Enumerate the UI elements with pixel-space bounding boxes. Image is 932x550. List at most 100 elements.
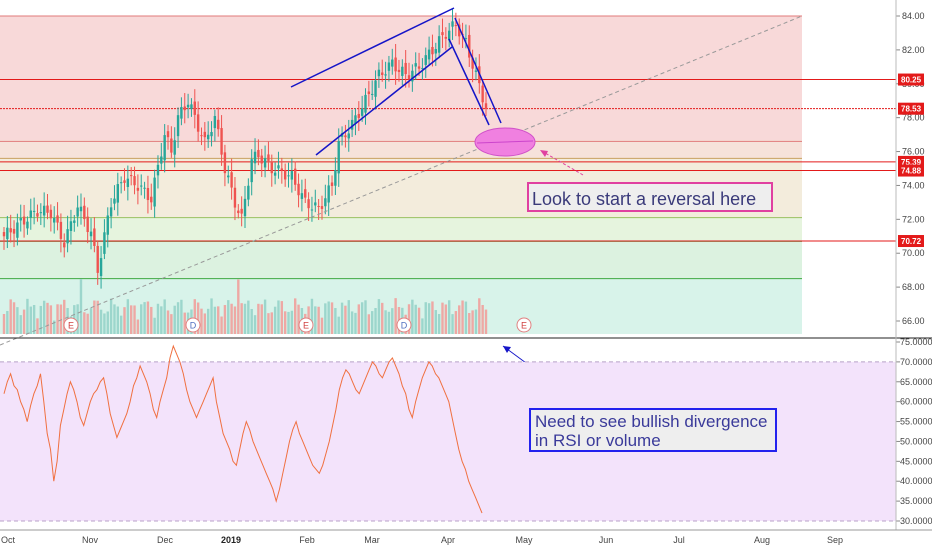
candle-body: [474, 70, 478, 72]
candle-body: [337, 141, 340, 174]
volume-bar: [6, 310, 9, 334]
volume-bar: [314, 306, 317, 334]
candle-body: [367, 91, 371, 95]
candle-body: [6, 227, 9, 240]
candle-body: [220, 128, 223, 155]
time-tick-label: May: [515, 535, 533, 545]
volume-bar: [22, 309, 26, 334]
event-marker: [396, 317, 412, 333]
rsi-tick-label: 65.0000: [900, 377, 932, 387]
volume-bar: [143, 302, 146, 334]
volume-bar: [374, 308, 377, 334]
volume-bar: [156, 303, 160, 334]
candle-body: [32, 210, 36, 212]
volume-bar: [93, 300, 96, 334]
event-marker-label: D: [190, 321, 197, 331]
volume-bar: [210, 298, 213, 334]
volume-bar: [19, 315, 22, 334]
fib-band: [0, 140, 802, 158]
candle-body: [22, 216, 26, 225]
candle-body: [26, 221, 29, 229]
rsi-line: [3, 344, 483, 514]
price-axis: 84.0082.0080.0078.0076.0074.0072.0070.00…: [896, 11, 925, 326]
candle-body: [116, 184, 120, 203]
wedge-line: [448, 38, 490, 126]
candle-body: [364, 94, 367, 113]
time-tick-label: Aug: [754, 535, 770, 545]
volume-bar: [89, 308, 93, 334]
volume-bar: [290, 310, 294, 334]
candle-body: [397, 69, 401, 73]
candle-body: [243, 198, 247, 217]
candle-body: [253, 151, 257, 164]
rsi-tick-label: 55.0000: [900, 417, 932, 427]
volume-bar: [103, 313, 106, 334]
candle-body: [421, 67, 424, 69]
candle-body: [166, 131, 170, 138]
candle-body: [2, 232, 6, 237]
volume-bar: [367, 314, 371, 334]
volume-bar: [109, 298, 113, 334]
volume-bar: [26, 298, 29, 334]
blue-arrow-head: [503, 346, 511, 353]
candle-body: [310, 209, 314, 211]
volume-bar: [478, 298, 481, 334]
price-tick-label: 72.00: [902, 214, 925, 224]
volume-bar: [320, 317, 324, 334]
event-marker-label: D: [401, 321, 408, 331]
volume-bar: [176, 302, 180, 334]
volume-bar: [277, 300, 280, 334]
candle-body: [404, 62, 407, 75]
volume-bar: [384, 310, 387, 334]
event-marker: [185, 317, 201, 333]
candle-body: [213, 115, 217, 129]
volume-bar: [129, 305, 133, 334]
candle-body: [401, 66, 404, 76]
volume-bar: [417, 307, 421, 334]
volume-bar: [16, 307, 19, 334]
candle-body: [53, 218, 56, 223]
price-tick-label: 76.00: [902, 147, 925, 157]
volume-bar: [170, 314, 173, 334]
candle-body: [468, 34, 471, 58]
price-tick-label: 74.00: [902, 180, 925, 190]
volume-bar: [150, 306, 153, 334]
volume-bar: [32, 305, 36, 334]
candle-body: [471, 57, 474, 69]
candle-body: [287, 175, 290, 177]
volume-bar: [461, 300, 464, 334]
volume-bar: [287, 311, 290, 334]
price-tag: [898, 164, 924, 177]
volume-bar: [63, 299, 66, 334]
rsi-tick-label: 35.0000: [900, 496, 932, 506]
candle-body: [146, 187, 150, 201]
event-marker: [298, 317, 314, 333]
volume-bar: [49, 305, 53, 334]
candle-body: [223, 152, 227, 174]
candle-body: [427, 49, 431, 60]
candle-body: [454, 25, 458, 27]
price-tick-label: 84.00: [902, 11, 925, 21]
volume-bar: [370, 311, 374, 334]
candle-body: [374, 80, 377, 97]
candle-body: [49, 209, 53, 219]
divergence-annotation[interactable]: Need to see bullish divergence in RSI or…: [529, 408, 777, 452]
candle-body: [437, 36, 441, 53]
reversal-annotation[interactable]: Look to start a reversal here: [527, 182, 773, 212]
volume-bar: [451, 314, 454, 334]
volume-bar: [434, 310, 437, 334]
volume-bar: [334, 308, 337, 334]
candle-body: [156, 164, 160, 176]
volume-bar: [160, 306, 163, 334]
volume-bar: [330, 302, 334, 334]
volume-bar: [196, 302, 200, 334]
ellipse-midline: [476, 140, 534, 144]
candle-body: [257, 149, 260, 158]
candle-body: [123, 180, 126, 183]
price-lines: [0, 79, 896, 242]
candle-body: [304, 189, 307, 198]
candle-body: [76, 207, 79, 217]
candle-body: [93, 228, 96, 246]
candle-body: [150, 196, 153, 203]
price-tag-label: 78.53: [901, 105, 922, 114]
